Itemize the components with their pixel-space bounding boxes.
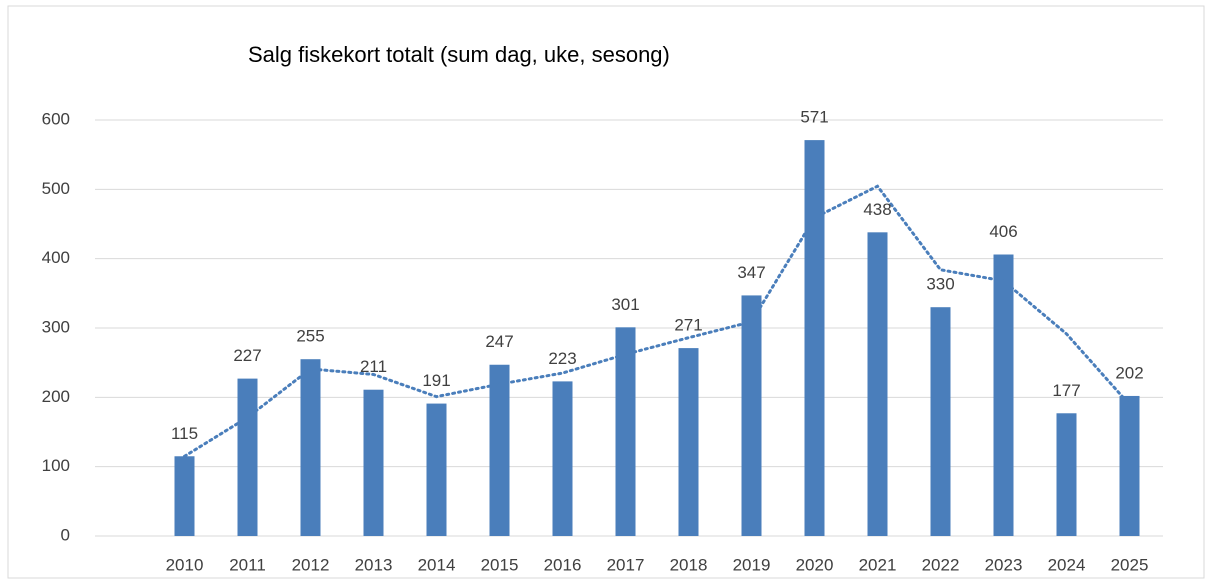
x-tick-label: 2015 [481,555,519,574]
bar [174,456,195,536]
data-label: 271 [674,316,702,335]
x-tick-label: 2013 [355,555,393,574]
y-tick-label: 500 [42,179,70,198]
trendline [183,184,1131,458]
data-label: 227 [233,346,261,365]
y-tick-label: 100 [42,456,70,475]
x-tick-label: 2018 [670,555,708,574]
bar [363,389,384,536]
data-label: 301 [611,295,639,314]
x-tick-label: 2024 [1048,555,1086,574]
bar [615,327,636,536]
data-label: 115 [171,424,198,443]
x-tick-label: 2023 [985,555,1023,574]
x-tick-label: 2012 [292,555,330,574]
x-tick-label: 2021 [859,555,897,574]
x-tick-label: 2010 [166,555,204,574]
bar [1056,413,1077,536]
x-tick-label: 2014 [418,555,456,574]
x-tick-label: 2022 [922,555,960,574]
bar [489,364,510,536]
data-label: 177 [1052,381,1080,400]
x-tick-label: 2025 [1111,555,1149,574]
y-tick-label: 600 [42,109,70,128]
data-label: 247 [485,332,513,351]
data-label: 211 [360,357,387,376]
bar [867,232,888,536]
data-label: 347 [737,263,765,282]
data-label: 330 [926,275,954,294]
bar [552,381,573,536]
data-label: 202 [1115,363,1143,382]
x-tick-label: 2017 [607,555,645,574]
data-label: 438 [863,200,891,219]
data-label: 191 [422,371,450,390]
data-label: 255 [296,327,324,346]
x-tick-label: 2016 [544,555,582,574]
bar [300,359,321,536]
y-tick-label: 200 [42,387,70,406]
bar [237,378,258,536]
bar [993,254,1014,537]
chart-title: Salg fiskekort totalt (sum dag, uke, ses… [248,42,670,67]
y-tick-label: 300 [42,317,70,336]
y-tick-label: 0 [61,525,70,544]
x-tick-label: 2019 [733,555,771,574]
bar [426,403,447,536]
bar [678,348,699,536]
bar [930,307,951,536]
data-label: 406 [989,222,1017,241]
x-tick-label: 2020 [796,555,834,574]
data-label: 571 [800,108,828,127]
bar [1119,395,1140,536]
data-label: 223 [548,349,576,368]
x-tick-label: 2011 [229,555,266,574]
bar [804,140,825,536]
bar [741,295,762,536]
y-tick-label: 400 [42,248,70,267]
